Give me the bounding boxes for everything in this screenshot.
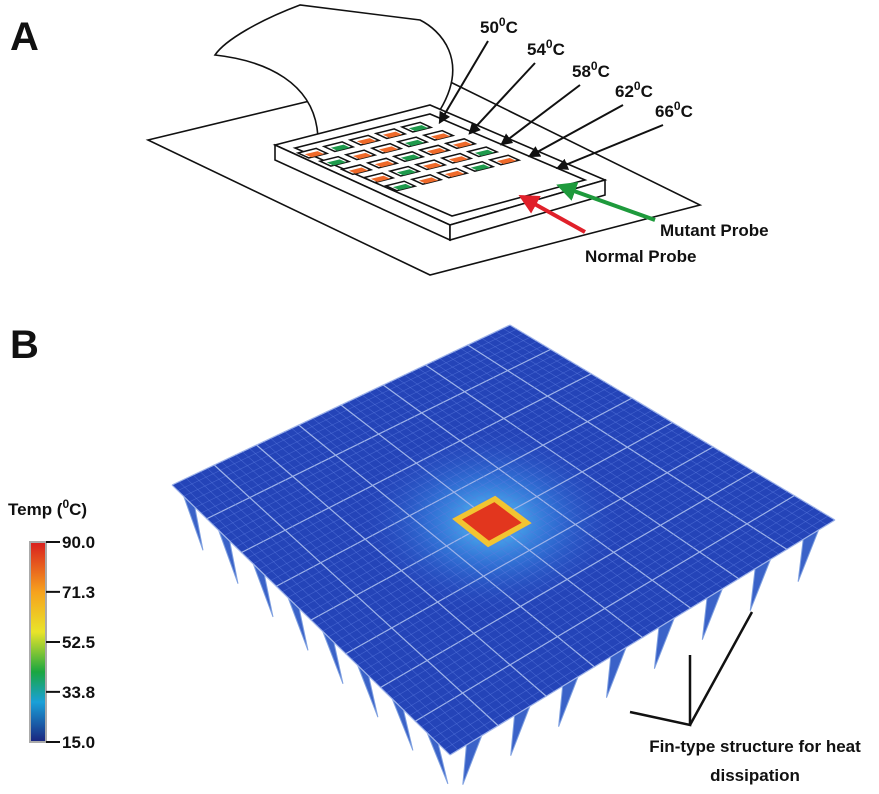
heat-plate	[172, 325, 835, 785]
temp-label: 580C	[572, 59, 610, 81]
temp-number: 58	[572, 62, 591, 81]
temp-unit: C	[553, 40, 565, 59]
colorbar-tick-label: 15.0	[62, 733, 95, 752]
colorbar-title-part: C)	[69, 500, 87, 519]
colorbar-tick-label: 33.8	[62, 683, 95, 702]
colorbar-title-part: Temp (	[8, 500, 63, 519]
temp-number: 62	[615, 82, 634, 101]
panel-label: B	[10, 323, 39, 367]
figure: A B 500C 540C 580C620C660C Mutant Probe No…	[0, 0, 879, 794]
temp-label: 500C	[480, 15, 518, 37]
temp-number: 50	[480, 18, 499, 37]
colorbar-tick-label: 90.0	[62, 533, 95, 552]
colorbar: Temp (0C) 90.0 71.3 52.5 33.8 15.0	[8, 497, 95, 752]
probe-label: Normal Probe	[585, 247, 696, 266]
temp-unit: C	[641, 82, 653, 101]
annotation: dissipation	[710, 766, 800, 785]
colorbar-tick-label: 71.3	[62, 583, 95, 602]
temp-number: 54	[527, 40, 546, 59]
annotation: Fin-type structure for heat	[649, 737, 861, 756]
temp-unit: C	[506, 18, 518, 37]
temp-unit: C	[681, 102, 693, 121]
probe-label: Mutant Probe	[660, 221, 769, 240]
temp-label: 540C	[527, 37, 565, 59]
temp-number: 66	[655, 102, 674, 121]
colorbar-scale	[30, 542, 46, 742]
panel-label: A	[10, 15, 39, 59]
temp-unit: C	[598, 62, 610, 81]
colorbar-tick-label: 52.5	[62, 633, 95, 652]
temp-label: 620C	[615, 79, 653, 101]
colorbar-title: Temp (0C)	[8, 497, 87, 519]
temp-label: 660C	[655, 99, 693, 121]
